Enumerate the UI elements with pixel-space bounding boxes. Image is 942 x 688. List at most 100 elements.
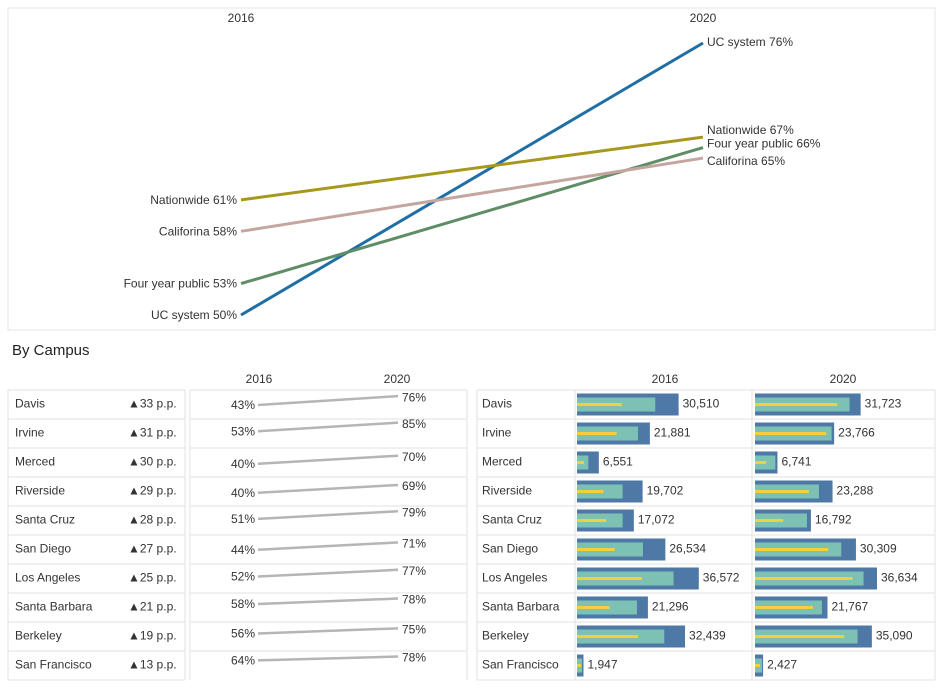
slope-line xyxy=(257,483,399,495)
change-label: ▲31 p.p. xyxy=(128,426,177,440)
change-label: ▲30 p.p. xyxy=(128,455,177,469)
value-label: 30,510 xyxy=(683,397,720,411)
end-value: 76% xyxy=(402,390,426,404)
marker-bar xyxy=(755,577,853,580)
campus-name: San Francisco xyxy=(482,658,559,672)
start-label: Nationwide 61% xyxy=(150,193,237,207)
series-name: UC system xyxy=(707,35,766,49)
slope-line xyxy=(257,541,399,551)
end-value: 75% xyxy=(402,623,426,637)
value-label: 21,881 xyxy=(654,426,691,440)
end-label: Califorina 65% xyxy=(707,154,785,168)
marker-bar xyxy=(755,432,827,435)
campus-name: Los Angeles xyxy=(15,571,80,585)
end-value: 79% xyxy=(402,505,426,519)
campus-name: Riverside xyxy=(482,484,532,498)
marker-bar xyxy=(577,577,642,580)
start-value: 40% xyxy=(231,457,255,471)
marker-bar xyxy=(577,461,584,464)
value-label: 2,427 xyxy=(767,658,797,672)
value-label: 19,702 xyxy=(647,484,684,498)
campus-name: Davis xyxy=(15,397,45,411)
slope-line xyxy=(257,394,399,407)
change-label: ▲28 p.p. xyxy=(128,513,177,527)
start-value: 58% xyxy=(231,597,255,611)
value-label: 16,792 xyxy=(815,513,852,527)
series-name: Nationwide xyxy=(150,193,210,207)
top-chart-frame xyxy=(7,7,936,331)
value-label: 30,309 xyxy=(860,542,897,556)
value-label: 26,534 xyxy=(669,542,706,556)
value-label: 1,947 xyxy=(587,658,617,672)
slope-line xyxy=(257,655,399,662)
marker-bar xyxy=(577,403,622,406)
value-label: 65% xyxy=(761,154,785,168)
campus-name: Santa Barbara xyxy=(15,600,93,614)
series-line xyxy=(240,135,704,202)
marker-bar xyxy=(755,548,829,551)
end-label: UC system 76% xyxy=(707,35,793,49)
value-label: 23,766 xyxy=(838,426,875,440)
x-label: 2016 xyxy=(228,11,255,25)
campus-name: San Diego xyxy=(482,542,538,556)
x-label: 2020 xyxy=(690,11,717,25)
end-value: 77% xyxy=(402,564,426,578)
marker-bar xyxy=(577,548,615,551)
marker-bar xyxy=(755,635,845,638)
x-label: 2020 xyxy=(830,372,857,386)
marker-bar xyxy=(755,461,767,464)
start-label: Four year public 53% xyxy=(124,277,238,291)
value-label: 35,090 xyxy=(876,629,913,643)
value-label: 53% xyxy=(213,277,237,291)
start-value: 44% xyxy=(231,543,255,557)
campus-name: Irvine xyxy=(482,426,512,440)
series-name: UC system xyxy=(151,308,210,322)
campus-name: Santa Cruz xyxy=(15,513,75,527)
section-title: By Campus xyxy=(12,342,90,359)
value-label: 17,072 xyxy=(638,513,675,527)
campus-name: Merced xyxy=(482,455,522,469)
start-value: 64% xyxy=(231,653,255,667)
value-label: 36,634 xyxy=(881,571,918,585)
change-label: ▲21 p.p. xyxy=(128,600,177,614)
end-value: 70% xyxy=(402,450,426,464)
start-value: 51% xyxy=(231,512,255,526)
series-name: Four year public xyxy=(707,137,793,151)
start-value: 53% xyxy=(231,424,255,438)
start-value: 40% xyxy=(231,486,255,500)
change-label: ▲13 p.p. xyxy=(128,658,177,672)
start-value: 52% xyxy=(231,570,255,584)
marker-bar xyxy=(755,664,760,667)
campus-name: Merced xyxy=(15,455,55,469)
x-label: 2016 xyxy=(652,372,679,386)
end-value: 69% xyxy=(402,479,426,493)
campus-name: Riverside xyxy=(15,484,65,498)
change-label: ▲33 p.p. xyxy=(128,397,177,411)
end-value: 85% xyxy=(402,417,426,431)
slope-line xyxy=(257,510,399,521)
slope-line xyxy=(257,454,399,466)
value-label: 76% xyxy=(769,35,793,49)
value-label: 21,296 xyxy=(652,600,689,614)
value-label: 61% xyxy=(213,193,237,207)
campus-name: San Francisco xyxy=(15,658,92,672)
slope-line xyxy=(257,568,399,578)
change-label: ▲19 p.p. xyxy=(128,629,177,643)
series-name: Four year public xyxy=(124,277,210,291)
end-value: 78% xyxy=(402,593,426,607)
value-label: 23,288 xyxy=(837,484,874,498)
campus-name: Davis xyxy=(482,397,512,411)
x-label: 2016 xyxy=(246,372,273,386)
x-label: 2020 xyxy=(384,372,411,386)
change-label: ▲27 p.p. xyxy=(128,542,177,556)
marker-bar xyxy=(755,519,784,522)
marker-bar xyxy=(577,432,617,435)
end-label: Four year public 66% xyxy=(707,137,821,151)
marker-bar xyxy=(577,606,610,609)
change-label: ▲29 p.p. xyxy=(128,484,177,498)
change-label: ▲25 p.p. xyxy=(128,571,177,585)
campus-name: Berkeley xyxy=(15,629,62,643)
slope-line xyxy=(257,597,399,606)
value-label: 50% xyxy=(213,308,237,322)
